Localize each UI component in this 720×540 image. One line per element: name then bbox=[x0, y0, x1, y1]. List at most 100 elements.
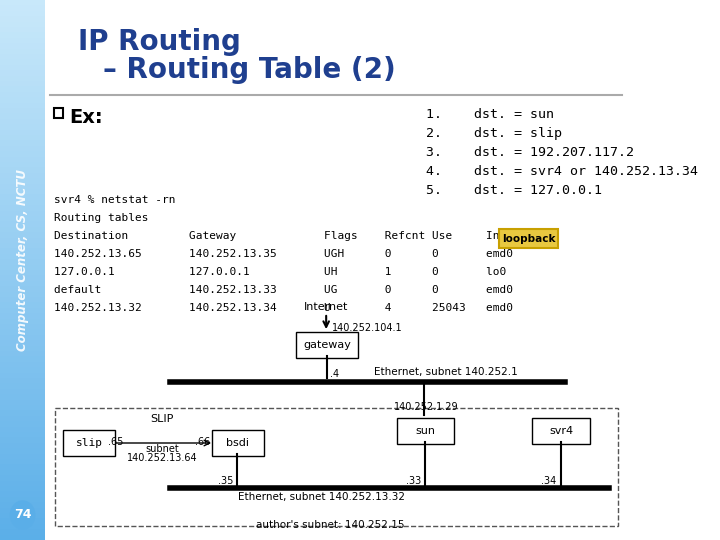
Polygon shape bbox=[0, 416, 45, 421]
Polygon shape bbox=[0, 232, 45, 238]
Polygon shape bbox=[0, 486, 45, 491]
Text: Ethernet, subnet 140.252.13.32: Ethernet, subnet 140.252.13.32 bbox=[238, 492, 405, 502]
Polygon shape bbox=[0, 22, 45, 27]
Polygon shape bbox=[0, 227, 45, 232]
FancyBboxPatch shape bbox=[397, 418, 454, 444]
Polygon shape bbox=[0, 59, 45, 65]
Text: default             140.252.13.33       UG       0      0       emd0: default 140.252.13.33 UG 0 0 emd0 bbox=[54, 285, 513, 295]
Polygon shape bbox=[0, 76, 45, 81]
Text: 4.    dst. = svr4 or 140.252.13.34: 4. dst. = svr4 or 140.252.13.34 bbox=[426, 165, 698, 178]
Polygon shape bbox=[0, 448, 45, 454]
FancyBboxPatch shape bbox=[532, 418, 590, 444]
Polygon shape bbox=[0, 491, 45, 497]
Polygon shape bbox=[0, 140, 45, 146]
Polygon shape bbox=[0, 97, 45, 103]
Polygon shape bbox=[0, 335, 45, 340]
Polygon shape bbox=[0, 329, 45, 335]
Polygon shape bbox=[0, 167, 45, 173]
Text: – Routing Table (2): – Routing Table (2) bbox=[103, 56, 395, 84]
Text: 5.    dst. = 127.0.0.1: 5. dst. = 127.0.0.1 bbox=[426, 184, 602, 197]
Text: Computer Center, CS, NCTU: Computer Center, CS, NCTU bbox=[16, 169, 29, 351]
Polygon shape bbox=[0, 200, 45, 205]
Polygon shape bbox=[0, 124, 45, 130]
Polygon shape bbox=[0, 475, 45, 481]
FancyBboxPatch shape bbox=[499, 229, 557, 248]
Text: IP Routing: IP Routing bbox=[78, 28, 241, 56]
Polygon shape bbox=[0, 427, 45, 432]
Polygon shape bbox=[0, 108, 45, 113]
Polygon shape bbox=[0, 205, 45, 211]
Polygon shape bbox=[0, 459, 45, 464]
Polygon shape bbox=[0, 400, 45, 405]
Polygon shape bbox=[0, 130, 45, 135]
Polygon shape bbox=[0, 481, 45, 486]
Polygon shape bbox=[0, 297, 45, 302]
Polygon shape bbox=[0, 5, 45, 11]
Text: 3.    dst. = 192.207.117.2: 3. dst. = 192.207.117.2 bbox=[426, 146, 634, 159]
Polygon shape bbox=[0, 173, 45, 178]
Polygon shape bbox=[0, 324, 45, 329]
Polygon shape bbox=[0, 464, 45, 470]
Polygon shape bbox=[0, 16, 45, 22]
Polygon shape bbox=[0, 189, 45, 194]
Text: 140.252.104.1: 140.252.104.1 bbox=[332, 323, 403, 333]
Polygon shape bbox=[0, 443, 45, 448]
Text: 140.252.13.64: 140.252.13.64 bbox=[127, 453, 197, 463]
Polygon shape bbox=[0, 270, 45, 275]
FancyBboxPatch shape bbox=[45, 0, 626, 540]
Text: Routing tables: Routing tables bbox=[54, 213, 148, 223]
Text: bsdi: bsdi bbox=[226, 438, 249, 448]
Polygon shape bbox=[0, 146, 45, 151]
FancyBboxPatch shape bbox=[212, 430, 264, 456]
Polygon shape bbox=[0, 119, 45, 124]
Polygon shape bbox=[0, 308, 45, 313]
Polygon shape bbox=[0, 151, 45, 157]
Polygon shape bbox=[0, 194, 45, 200]
Polygon shape bbox=[0, 43, 45, 49]
Polygon shape bbox=[0, 221, 45, 227]
Text: Internet: Internet bbox=[304, 302, 348, 312]
Text: svr4: svr4 bbox=[549, 426, 573, 436]
Polygon shape bbox=[0, 421, 45, 427]
Polygon shape bbox=[0, 70, 45, 76]
Polygon shape bbox=[0, 248, 45, 254]
Polygon shape bbox=[0, 524, 45, 529]
Polygon shape bbox=[0, 135, 45, 140]
Polygon shape bbox=[0, 54, 45, 59]
Polygon shape bbox=[0, 11, 45, 16]
Text: slip: slip bbox=[76, 438, 103, 448]
Polygon shape bbox=[0, 49, 45, 54]
Text: sun: sun bbox=[415, 426, 436, 436]
Polygon shape bbox=[0, 157, 45, 162]
Text: 140.252.13.65       140.252.13.35       UGH      0      0       emd0: 140.252.13.65 140.252.13.35 UGH 0 0 emd0 bbox=[54, 249, 513, 259]
Polygon shape bbox=[0, 302, 45, 308]
Polygon shape bbox=[0, 243, 45, 248]
Polygon shape bbox=[0, 502, 45, 508]
Text: svr4 % netstat -rn: svr4 % netstat -rn bbox=[54, 195, 176, 205]
Polygon shape bbox=[0, 184, 45, 189]
Polygon shape bbox=[0, 351, 45, 356]
Polygon shape bbox=[0, 378, 45, 383]
Text: Ex:: Ex: bbox=[70, 108, 103, 127]
Polygon shape bbox=[0, 346, 45, 351]
Text: Ethernet, subnet 140.252.1: Ethernet, subnet 140.252.1 bbox=[374, 367, 518, 377]
Polygon shape bbox=[0, 437, 45, 443]
Polygon shape bbox=[0, 113, 45, 119]
Text: .66: .66 bbox=[195, 437, 210, 447]
Text: SLIP: SLIP bbox=[150, 414, 174, 424]
Text: 140.252.1.29: 140.252.1.29 bbox=[394, 402, 459, 412]
Polygon shape bbox=[0, 38, 45, 43]
Polygon shape bbox=[0, 405, 45, 410]
Text: 127.0.0.1           127.0.0.1           UH       1      0       lo0: 127.0.0.1 127.0.0.1 UH 1 0 lo0 bbox=[54, 267, 506, 277]
Text: gateway: gateway bbox=[303, 340, 351, 350]
Polygon shape bbox=[0, 92, 45, 97]
Polygon shape bbox=[0, 513, 45, 518]
Polygon shape bbox=[0, 103, 45, 108]
Polygon shape bbox=[0, 27, 45, 32]
Text: .34: .34 bbox=[541, 476, 557, 486]
Polygon shape bbox=[0, 313, 45, 319]
Text: 1.    dst. = sun: 1. dst. = sun bbox=[426, 108, 554, 121]
Text: .35: .35 bbox=[217, 476, 233, 486]
Text: Destination         Gateway             Flags    Refcnt Use     Interface: Destination Gateway Flags Refcnt Use Int… bbox=[54, 231, 546, 241]
Circle shape bbox=[10, 501, 35, 529]
